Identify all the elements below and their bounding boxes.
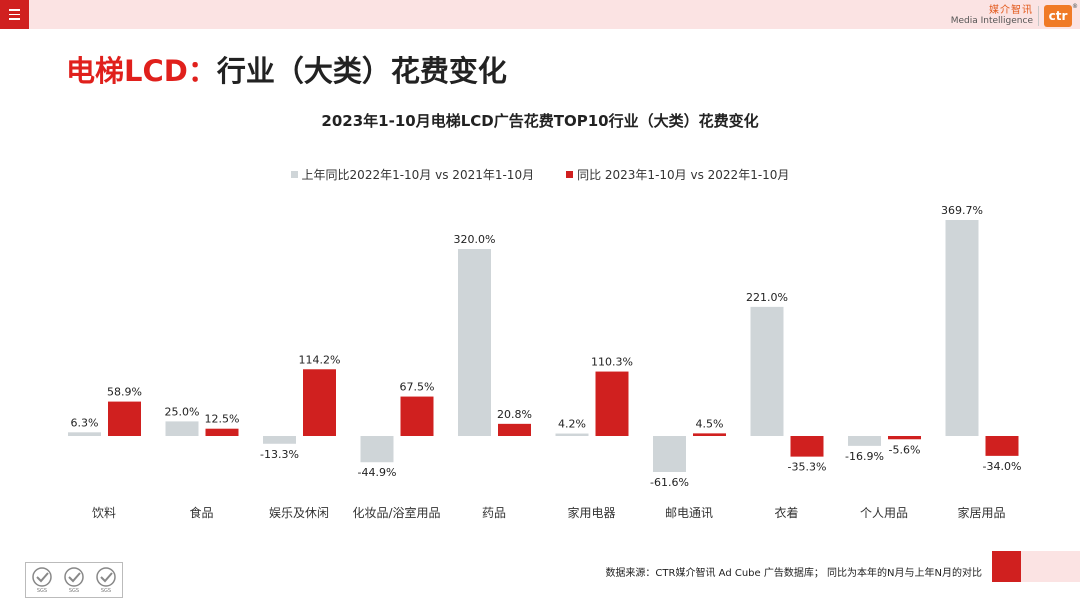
bar-prev [68,432,101,436]
bar-curr [595,371,629,436]
data-label: -16.9% [845,450,884,463]
bar-curr [498,423,531,436]
certification-badges: SGS SGS SGS [25,562,123,598]
category-label: 邮电通讯 [665,506,713,520]
data-label: -34.0% [983,460,1022,473]
bar-curr [303,369,336,436]
logo-cn-text: 媒介智讯 [989,5,1033,16]
data-label: 4.5% [696,417,724,430]
data-label: 20.8% [497,408,532,421]
logo-divider [1038,6,1039,26]
sgs-cert-icon: SGS [27,564,57,596]
data-label: 4.2% [558,418,586,431]
category-label: 衣着 [774,505,798,520]
data-label: -61.6% [650,476,689,489]
logo-en-text: Media Intelligence [950,16,1033,26]
legend-swatch-prev [290,171,298,178]
top-bar [0,0,1080,29]
data-label: 6.3% [71,416,99,429]
legend-item-prev: 上年同比2022年1-10月 vs 2021年1-10月 [290,166,535,183]
category-label: 家用电器 [567,505,615,520]
bar-prev [653,436,686,472]
legend-item-curr: 同比 2023年1-10月 vs 2022年1-10月 [566,166,789,183]
data-label: -44.9% [358,466,397,479]
bar-curr [888,436,921,440]
page-title-highlight: 电梯LCD： [66,54,217,88]
category-label: 家居用品 [957,505,1005,520]
bar-prev [458,249,491,436]
data-label: 58.9% [107,386,142,399]
bar-prev [848,436,881,446]
chart-title: 2023年1-10月电梯LCD广告花费TOP10行业（大类）花费变化 [321,112,759,130]
chart-legend: 上年同比2022年1-10月 vs 2021年1-10月 同比 2023年1-1… [0,166,1080,183]
category-label: 个人用品 [860,506,908,520]
legend-label-curr: 同比 2023年1-10月 vs 2022年1-10月 [577,168,790,182]
bar-prev [360,436,394,463]
sgs-cert-icon: SGS [59,564,89,596]
ctr-logo-icon: ctr ® [1044,3,1078,27]
bar-prev [945,220,979,436]
bar-curr [205,428,239,436]
legend-label-prev: 上年同比2022年1-10月 vs 2021年1-10月 [301,168,535,182]
category-label: 食品 [189,505,213,520]
data-source-note: 数据来源：CTR媒介智讯 Ad Cube 广告数据库； 同比为本年的N月与上年N… [605,568,982,579]
bar-curr [693,433,726,436]
data-label: -5.6% [889,443,921,456]
legend-swatch-curr [566,171,574,178]
bar-curr [400,396,434,436]
data-label: 221.0% [746,291,788,304]
category-label: 饮料 [92,506,116,520]
bar-prev [263,436,296,444]
brand-logo: 媒介智讯 Media Intelligence ctr ® [950,3,1078,28]
bar-prev [555,433,589,436]
data-label: 114.2% [299,353,341,366]
bar-curr [108,401,141,436]
bar-curr [985,436,1019,456]
category-label: 娱乐及休闲 [269,506,329,520]
data-label: 110.3% [591,356,633,369]
data-label: 25.0% [165,405,200,418]
data-label: -35.3% [788,461,827,474]
menu-icon [9,9,20,11]
bar-prev [165,421,199,436]
category-label: 化妆品/浴室用品 [352,505,440,520]
menu-button[interactable] [0,0,29,29]
data-label: 67.5% [400,381,435,394]
footer-accent [992,551,1021,582]
data-label: 320.0% [454,233,496,246]
data-label: -13.3% [260,448,299,461]
bar-curr [790,436,824,457]
sgs-cert-icon: SGS [91,564,121,596]
category-label: 药品 [482,506,506,520]
page-title-rest: 行业（大类）花费变化 [216,54,507,88]
data-label: 369.7% [941,204,983,217]
data-label: 12.5% [205,413,240,426]
page-title: 电梯LCD：行业（大类）花费变化 [66,48,507,90]
bar-prev [750,306,784,436]
